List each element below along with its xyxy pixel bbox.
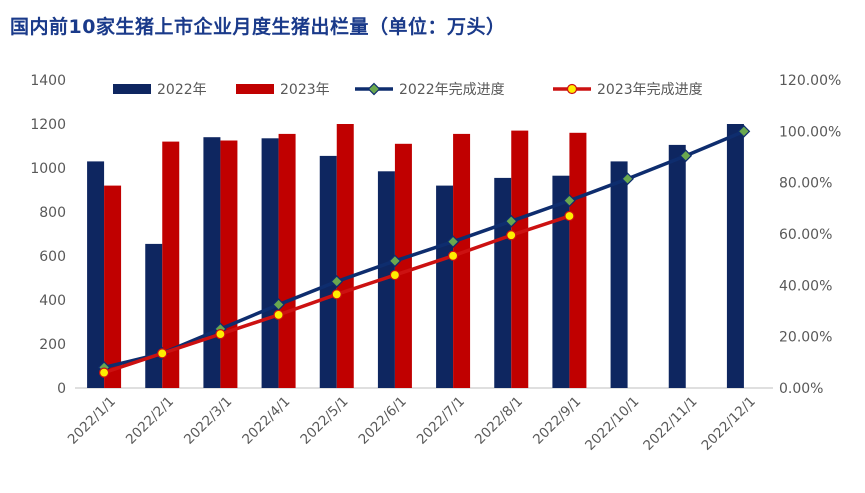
marker-2023-progress: [331, 289, 342, 300]
bar-2023: [336, 124, 354, 388]
y-left-tick-label: 1000: [30, 161, 66, 177]
marker-2022-progress: [563, 194, 576, 207]
legend-2023-swatch: [236, 84, 274, 94]
marker-2023-progress: [273, 309, 284, 320]
marker-2022-progress: [621, 172, 634, 186]
x-tick-label: 2022/6/1: [356, 394, 410, 448]
legend-2022-progress-marker: [367, 82, 381, 96]
legend-2022-swatch: [113, 84, 151, 94]
y-left-tick-label: 800: [39, 205, 66, 221]
x-tick-label: 2022/3/1: [181, 394, 235, 448]
y-left-tick-label: 200: [39, 337, 66, 353]
y-left-tick-label: 1400: [30, 73, 66, 89]
x-tick-label: 2022/11/1: [640, 394, 700, 454]
x-tick-label: 2022/8/1: [472, 394, 526, 448]
bar-2023: [453, 133, 471, 388]
marker-2023-progress: [506, 230, 517, 241]
y-right-tick-label: 100.00%: [779, 124, 841, 140]
x-tick-label: 2022/12/1: [698, 394, 758, 454]
x-tick-label: 2022/2/1: [123, 394, 177, 448]
marker-2023-progress: [215, 329, 226, 340]
y-right-tick-label: 120.00%: [779, 73, 841, 89]
y-left-tick-label: 600: [39, 249, 66, 265]
y-right-tick-label: 40.00%: [779, 278, 832, 294]
bar-2023: [394, 143, 412, 388]
bar-2022: [87, 161, 105, 388]
x-tick-label: 2022/7/1: [414, 394, 468, 448]
legend-2022-label: 2022年: [157, 82, 207, 98]
marker-2022-progress: [446, 235, 460, 249]
bar-2022: [552, 175, 570, 388]
x-tick-label: 2022/10/1: [582, 394, 642, 454]
legend-2022-progress-label: 2022年完成进度: [399, 82, 505, 98]
bar-2023: [278, 133, 296, 388]
legend-2023-progress-label: 2023年完成进度: [597, 82, 703, 98]
chart-title: 国内前10家生猪上市企业月度生猪出栏量（单位：万头）: [10, 16, 506, 38]
y-right-tick-label: 80.00%: [779, 176, 832, 192]
marker-2023-progress: [157, 348, 168, 359]
y-right-tick-label: 20.00%: [779, 330, 832, 346]
marker-2023-progress: [447, 250, 459, 261]
marker-2022-progress: [330, 275, 344, 288]
chart-bars: [87, 124, 744, 388]
chart-legend: 2022年 2023年 2022年完成进度 2023年完成进度: [113, 82, 703, 98]
marker-2022-progress: [504, 214, 518, 228]
x-tick-label: 2022/9/1: [530, 394, 584, 448]
line-2022-progress: [103, 129, 745, 370]
bar-2022: [319, 155, 337, 388]
bar-2023: [569, 132, 587, 388]
bar-2022: [261, 138, 279, 388]
bar-2022: [145, 243, 163, 388]
x-tick-label: 2022/5/1: [297, 394, 351, 448]
y-right-tick-label: 60.00%: [779, 227, 832, 243]
marker-2022-progress: [388, 254, 402, 268]
bar-2022: [203, 137, 221, 388]
marker-2022-progress: [737, 124, 751, 138]
marker-2023-progress: [98, 367, 110, 378]
y-right-tick-label: 0.00%: [779, 381, 823, 397]
marker-2023-progress: [389, 269, 401, 281]
x-tick-label: 2022/4/1: [239, 394, 293, 448]
bar-2022: [436, 185, 454, 388]
legend-2023-label: 2023年: [280, 82, 330, 98]
bar-2022: [494, 177, 512, 388]
x-tick-label: 2022/1/1: [65, 394, 119, 448]
bar-2022: [668, 144, 686, 388]
legend-2023-progress-marker: [566, 83, 578, 95]
marker-2023-progress: [564, 210, 575, 222]
y-left-tick-label: 1200: [30, 117, 66, 133]
bar-2022: [726, 124, 744, 388]
marker-2022-progress: [679, 149, 693, 163]
bar-2023: [162, 141, 180, 388]
bar-2022: [610, 161, 628, 388]
bar-2023: [511, 130, 529, 388]
y-left-tick-label: 0: [57, 381, 66, 397]
bar-2023: [220, 140, 238, 388]
y-left-tick-label: 400: [39, 293, 66, 309]
bar-2023: [104, 185, 122, 388]
chart-lines: [97, 124, 751, 378]
